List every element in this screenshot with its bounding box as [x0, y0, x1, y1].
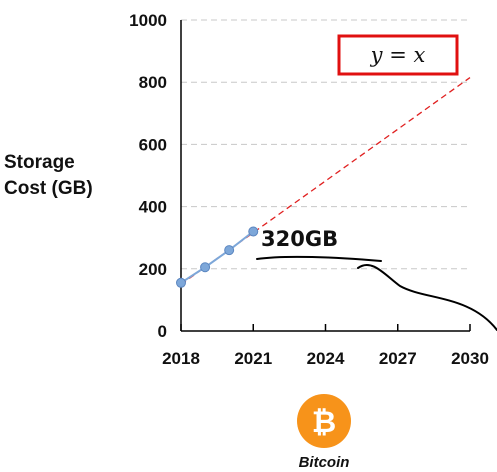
annotation-label: 320GB: [261, 227, 338, 251]
bitcoin-logo-circle: [297, 394, 351, 448]
x-tick-label: 2024: [307, 349, 345, 368]
data-point: [224, 245, 235, 256]
x-tick-label: 2030: [451, 349, 489, 368]
y-axis-label-line-1: Storage: [4, 152, 75, 173]
y-tick-label: 400: [139, 198, 167, 217]
annotation-underline: [256, 255, 382, 262]
x-tick-label: 2027: [379, 349, 417, 368]
data-point: [200, 262, 211, 273]
y-tick-label: 600: [139, 135, 167, 154]
y-axis-label-line-2: Cost (GB): [4, 178, 93, 199]
bitcoin-symbol: ₿: [312, 405, 336, 440]
y-tick-label: 800: [139, 73, 167, 92]
y-tick-labels: 0 200 400 600 800 1000: [129, 11, 167, 341]
x-tick-label: 2018: [162, 349, 200, 368]
data-points: [176, 226, 259, 288]
y-tick-label: 0: [158, 322, 167, 341]
equation-box: [337, 34, 459, 76]
series-line: [180, 230, 254, 284]
equation-label: y = x: [370, 43, 426, 67]
data-point: [176, 277, 186, 288]
bitcoin-label: Bitcoin: [299, 454, 350, 471]
x-tick-labels: 2018 2021 2024 2027 2030: [162, 324, 489, 368]
y-tick-label: 1000: [129, 11, 167, 30]
gridlines: [181, 19, 470, 270]
annotation-curve: [357, 264, 497, 331]
data-point: [248, 226, 259, 237]
y-tick-label: 200: [139, 260, 167, 279]
bitcoin-logo-icon: ₿: [297, 394, 351, 448]
x-tick-label: 2021: [234, 349, 272, 368]
